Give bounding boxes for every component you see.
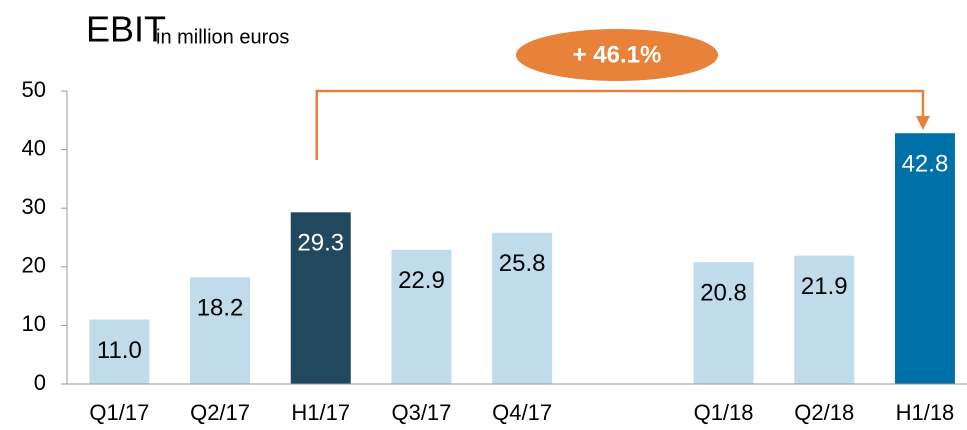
x-tick-label: H1/18 (896, 400, 955, 425)
bar (794, 255, 855, 384)
y-tick-label: 40 (22, 135, 46, 160)
x-tick-label: Q1/18 (694, 400, 754, 425)
y-tick-label: 20 (22, 253, 46, 278)
bar (492, 232, 553, 384)
arrow-head (915, 116, 930, 130)
value-label: 29.3 (297, 230, 344, 257)
y-tick-label: 0 (34, 370, 46, 395)
annotation: + 46.1% (573, 41, 662, 68)
x-tick-label: Q4/17 (492, 400, 552, 425)
annotation-bubble (516, 29, 718, 81)
bar (693, 262, 754, 384)
growth-arrow (315, 89, 925, 160)
x-tick-label: H1/17 (291, 400, 350, 425)
x-tick-label: Q3/17 (391, 400, 451, 425)
y-tick-label: 50 (22, 77, 46, 102)
value-label: 20.8 (700, 279, 747, 306)
chart-title: EBIT (86, 9, 166, 50)
value-label: 42.8 (902, 151, 949, 178)
value-label: 11.0 (97, 337, 142, 364)
bar (391, 249, 452, 384)
y-tick-label: 10 (22, 311, 46, 336)
value-label: 21.9 (801, 273, 848, 300)
bar (290, 212, 351, 384)
value-label: 18.2 (197, 295, 244, 322)
x-tick-label: Q2/18 (794, 400, 854, 425)
x-tick-label: Q1/17 (89, 400, 149, 425)
value-label: 25.8 (499, 250, 546, 277)
chart-subtitle: in million euros (156, 26, 289, 48)
x-tick-label: Q2/17 (190, 400, 250, 425)
value-label: 22.9 (398, 267, 445, 294)
bar (190, 277, 251, 384)
y-tick-label: 30 (22, 194, 46, 219)
bar (894, 133, 955, 384)
bar (89, 319, 150, 384)
